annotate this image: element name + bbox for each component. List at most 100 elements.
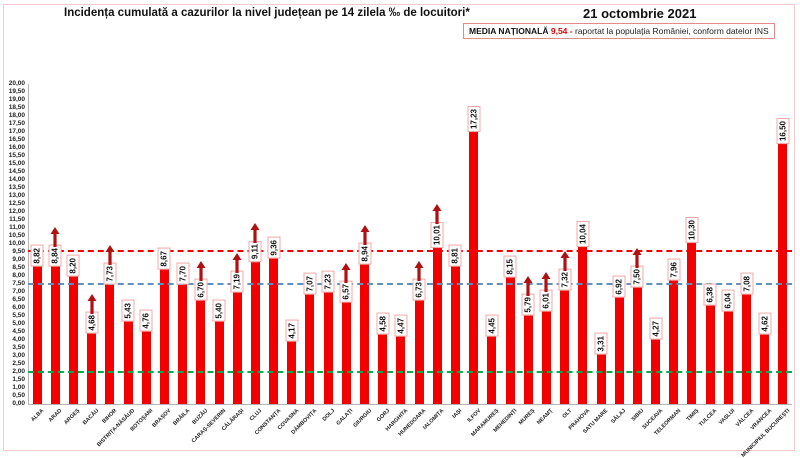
bar-value-group: 10,01 [430,203,444,248]
bar-value-group: 8,82 [30,245,44,267]
x-axis-category-label: BRAȘOV [151,408,173,429]
bar [469,128,479,404]
bar [560,286,570,404]
bar [742,290,752,404]
reference-2-00-line [28,371,792,373]
y-axis-tick-label: 2,50 [12,360,25,367]
bar-value-group: 9,36 [267,236,281,259]
national-average-note: raportat la populația României, conform … [574,26,769,36]
media-nationala-line [28,250,792,253]
rising-arrow-icon [560,251,570,276]
bar-value-label: 4,58 [376,313,390,335]
y-axis-tick-label: 16,50 [8,136,25,143]
bar-value-group: 7,08 [740,273,754,295]
y-axis-tick-label: 8,50 [12,264,25,271]
bar-value-group: 6,38 [703,284,717,306]
rising-arrow-icon [87,293,97,319]
x-axis-category-label: IAȘI [451,408,464,420]
y-axis-tick-label: 12,50 [8,200,25,207]
bar [141,327,151,404]
bar-value-group: 3,31 [594,333,608,356]
bar-value-label: 6,38 [703,284,717,306]
x-axis-category-label: CLUJ [249,408,264,423]
bar [250,258,260,404]
y-axis-tick-label: 19,50 [8,88,25,95]
bar [269,254,279,404]
y-axis-tick-label: 14,00 [8,176,25,183]
bar-value-group: 7,70 [176,263,190,285]
y-axis-tick-label: 11,00 [9,224,25,231]
bar-value-group: 4,27 [649,318,663,340]
y-axis-tick-label: 6,00 [12,304,25,311]
x-axis-category-label: BRĂILA [171,408,191,427]
y-axis-tick-label: 12,00 [8,208,25,215]
bar-value-label: 6,92 [612,275,626,298]
rising-arrow-icon [360,225,370,250]
bar [214,317,224,404]
bar [287,337,297,404]
bar-value-group: 5,40 [212,300,226,322]
bar [32,262,42,404]
x-axis-category-label: MUREȘ [518,408,537,427]
y-axis-tick-label: 13,50 [8,184,25,191]
bar [123,317,133,404]
bar-value-label: 4,17 [285,319,299,342]
chart-title: Incidența cumulată a cazurilor la nivel … [64,7,470,19]
bar [651,335,661,404]
rising-arrow-icon [432,203,442,229]
bar-value-group: 4,45 [485,315,499,337]
x-axis-category-label: BACĂU [81,408,100,427]
bar-value-group: 7,19 [230,253,244,293]
bar [305,290,315,404]
y-axis-tick-label: 5,00 [12,320,25,327]
bar-value-group: 17,23 [467,106,481,133]
bar-value-group: 7,23 [321,270,335,293]
bar [159,265,169,404]
y-axis-tick-label: 15,00 [8,160,25,167]
bar-value-label: 10,30 [685,217,699,244]
national-average-box: MEDIA NAȚIONALĂ 9,54 - raportat la popul… [463,23,775,39]
bar-value-group: 5,43 [121,299,135,322]
y-axis-tick-label: 6,50 [12,296,25,303]
bar-value-group: 4,58 [376,313,390,335]
bar-value-group: 7,32 [558,251,572,291]
x-axis-category-label: BIHOR [101,408,119,425]
y-axis-tick-label: 18,00 [8,112,25,119]
y-axis-tick-label: 10,50 [8,232,25,239]
bar-value-label: 9,36 [267,236,281,259]
y-axis-tick-label: 3,00 [12,352,25,359]
bar-value-group: 16,50 [776,117,790,144]
bar-value-label: 8,67 [157,247,171,270]
bar [760,330,770,404]
rising-arrow-icon [523,275,533,301]
bar [578,243,588,404]
bar-value-label: 17,23 [467,106,481,133]
bar-value-label: 10,04 [576,221,590,248]
x-axis-category-label: OLT [561,408,573,420]
bar [178,280,188,404]
y-axis-tick-label: 10,00 [8,240,25,247]
national-average-value: 9,54 - [550,26,575,36]
y-axis-tick-label: 0,50 [12,392,25,399]
bar-value-group: 5,79 [521,275,535,316]
y-axis-tick-label: 0,00 [12,400,25,407]
rising-arrow-icon [250,223,260,248]
bar [505,273,515,404]
bar [232,288,242,404]
report-date: 21 octombrie 2021 [583,6,697,21]
bar [632,284,642,404]
bar-value-group: 4,76 [139,310,153,332]
bar-value-label: 4,47 [394,314,408,337]
bar [687,239,697,404]
bar-value-group: 6,92 [612,275,626,298]
y-axis-tick-label: 1,50 [12,376,25,383]
x-axis-category-label: DOLJ [321,408,337,423]
bar [614,293,624,404]
rising-arrow-icon [50,226,60,252]
x-axis-category-label: GORJ [375,408,391,424]
bar [50,262,60,404]
y-axis-tick-label: 9,50 [12,248,25,255]
y-axis-tick-label: 8,00 [12,272,25,279]
bar-value-group: 4,17 [285,319,299,342]
bar [196,296,206,404]
